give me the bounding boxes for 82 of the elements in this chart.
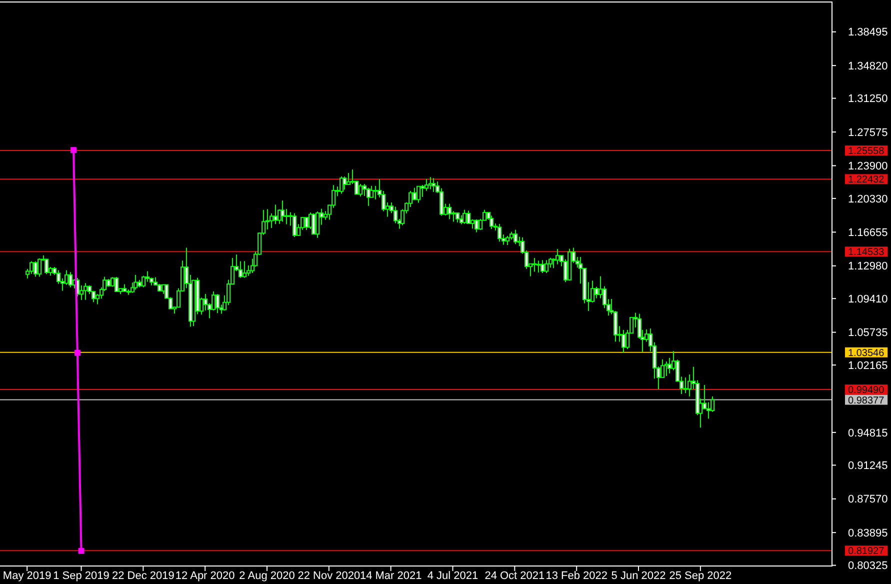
candlestick	[412, 187, 416, 201]
ref-line-label: 0.99490	[848, 385, 885, 396]
candlestick	[142, 275, 146, 288]
ref-line-label: 1.22432	[848, 174, 885, 186]
candlestick	[38, 258, 42, 278]
y-tick-label: 1.27575	[848, 126, 888, 139]
x-tick-label: 5 Jun 2022	[611, 570, 666, 582]
candlestick	[506, 235, 510, 246]
ref-line-label: 1.03546	[848, 348, 885, 359]
candlestick	[416, 186, 420, 204]
y-tick-label: 1.20330	[848, 193, 888, 206]
candlestick	[316, 211, 320, 238]
y-tick-label: 1.05735	[848, 327, 888, 340]
candlestick	[462, 209, 466, 224]
candlestick	[270, 212, 274, 229]
candlestick	[514, 229, 518, 245]
candlestick	[30, 260, 34, 274]
candlestick	[536, 260, 540, 273]
candlestick	[292, 212, 296, 238]
candlestick	[342, 176, 346, 190]
x-tick-label: 2 Aug 2020	[239, 570, 295, 582]
candlestick	[312, 212, 316, 235]
candlestick	[242, 260, 246, 278]
candlestick	[474, 218, 478, 233]
candlestick	[448, 203, 452, 220]
y-tick-label: 1.23900	[848, 160, 888, 173]
x-tick-label: 24 Oct 2021	[484, 570, 545, 582]
candlestick	[622, 329, 626, 354]
candlestick	[34, 260, 38, 278]
candlestick	[346, 172, 350, 186]
candlestick	[540, 260, 544, 274]
candlestick	[706, 402, 710, 420]
ref-line-label: 1.25558	[848, 146, 885, 157]
x-tick-label: May 2019	[2, 570, 52, 582]
candlestick	[146, 270, 150, 282]
y-tick-label: 0.87570	[848, 494, 888, 506]
candlestick	[44, 258, 48, 275]
candlestick	[420, 184, 424, 198]
candlestick	[114, 276, 118, 292]
y-tick-label: 1.34820	[848, 60, 888, 72]
x-tick-label: 1 Sep 2019	[53, 570, 110, 582]
candlestick	[668, 357, 672, 374]
candlestick	[274, 204, 278, 225]
x-tick-label: 25 Sep 2022	[669, 570, 732, 582]
y-tick-label: 1.31250	[848, 93, 888, 106]
candlestick	[134, 274, 138, 290]
y-tick-label: 0.91245	[848, 460, 888, 472]
candlestick	[544, 260, 548, 274]
candlestick	[340, 176, 344, 194]
y-tick-label: 0.83895	[848, 527, 888, 540]
x-tick-label: 22 Dec 2019	[112, 570, 174, 582]
ref-line-label: 0.81927	[848, 546, 885, 558]
candlestick	[684, 377, 688, 394]
candlestick	[432, 178, 436, 193]
candlestick	[498, 223, 502, 242]
candlestick	[556, 248, 560, 265]
candlestick	[370, 185, 374, 198]
candlestick	[216, 294, 220, 314]
candlestick	[532, 258, 536, 272]
candlestick	[452, 210, 456, 222]
candlestick	[280, 200, 284, 222]
y-tick-label: 0.94815	[848, 427, 888, 440]
ref-line-label: 1.14533	[848, 247, 885, 258]
x-tick-label: 12 Apr 2020	[175, 570, 235, 582]
y-tick-label: 1.12980	[848, 260, 888, 273]
candlestick	[68, 272, 72, 288]
x-tick-label: 22 Nov 2020	[298, 570, 360, 582]
candlestick	[304, 216, 308, 230]
y-tick-label: 1.38495	[848, 26, 888, 39]
y-tick-label: 1.09410	[848, 293, 888, 306]
y-tick-label: 1.02165	[848, 360, 888, 372]
candlestick	[374, 185, 378, 200]
x-tick-label: 4 Jul 2021	[427, 570, 478, 582]
x-tick-label: 14 Mar 2021	[360, 570, 422, 582]
y-tick-label: 0.80325	[848, 560, 888, 572]
ref-line-label: 0.98377	[848, 395, 885, 406]
candlestick	[358, 184, 362, 197]
candlestick	[84, 282, 88, 300]
candlestick	[466, 210, 470, 224]
candlestick	[490, 215, 494, 230]
y-tick-label: 1.16655	[848, 226, 888, 239]
x-tick-label: 13 Feb 2022	[546, 570, 608, 582]
